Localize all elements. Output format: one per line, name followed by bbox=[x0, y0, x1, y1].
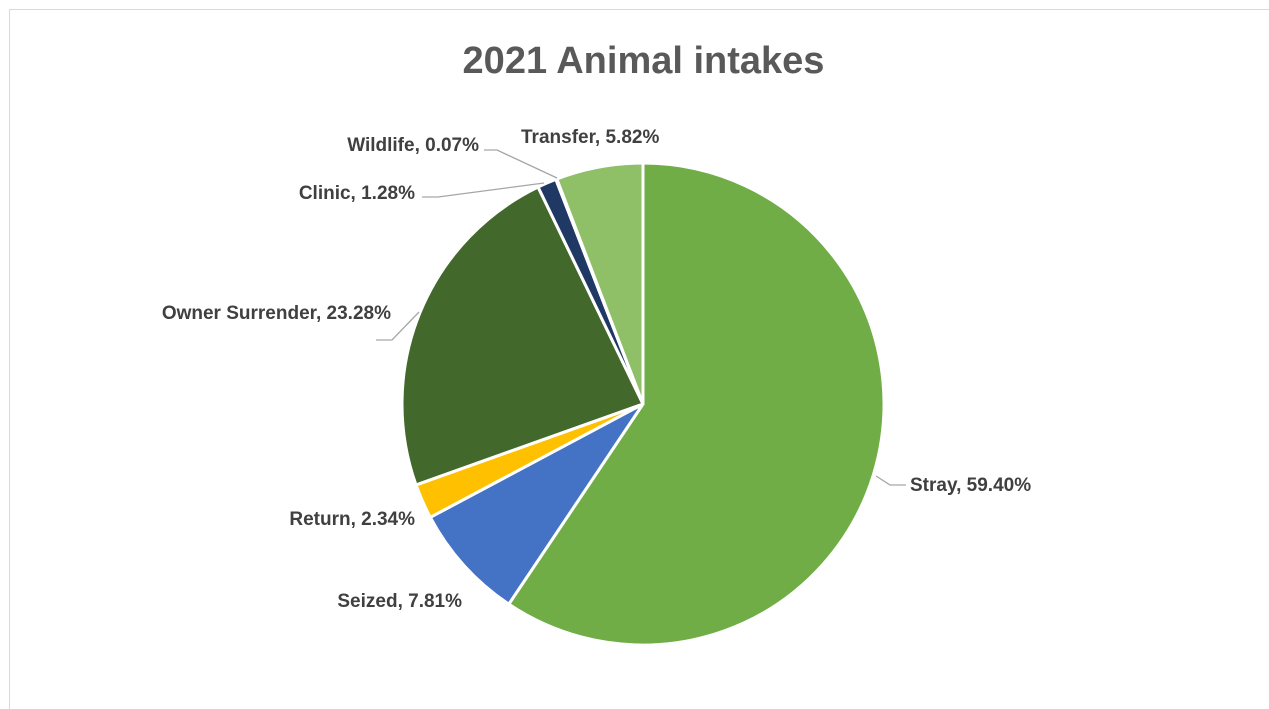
pie-slice-stray bbox=[507, 161, 886, 647]
pie-slice-transfer bbox=[555, 161, 645, 406]
chart-area bbox=[9, 9, 1269, 709]
data-label-return: Return, 2.34% bbox=[289, 509, 415, 530]
leader-line-stray bbox=[875, 475, 906, 486]
chart-title: 2021 Animal intakes bbox=[462, 40, 825, 82]
leader-line-wildlife bbox=[484, 149, 558, 179]
data-label-clinic: Clinic, 1.28% bbox=[299, 183, 415, 204]
data-label-seized: Seized, 7.81% bbox=[337, 591, 462, 612]
pie-slice-seized bbox=[428, 402, 645, 606]
data-label-wildlife: Wildlife, 0.07% bbox=[347, 135, 479, 156]
leader-line-clinic bbox=[422, 182, 545, 198]
data-label-owner-surrender: Owner Surrender, 23.28% bbox=[162, 303, 391, 324]
data-label-stray: Stray, 59.40% bbox=[910, 475, 1031, 496]
pie-slice-owner-surrender bbox=[400, 185, 645, 487]
leader-line-owner-surrender bbox=[376, 311, 420, 341]
data-label-transfer: Transfer, 5.82% bbox=[521, 127, 659, 148]
